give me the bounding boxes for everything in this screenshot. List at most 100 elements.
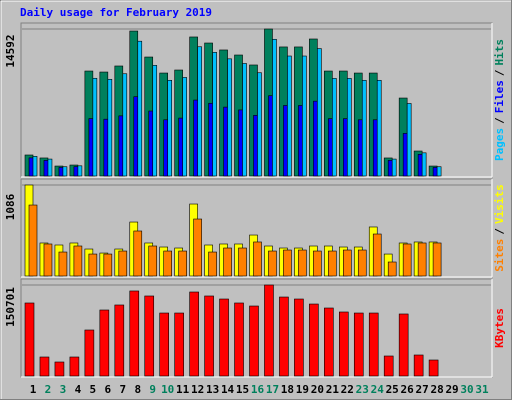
bar <box>193 218 202 277</box>
x-tick-label: 30 <box>460 383 473 396</box>
x-tick-label: 24 <box>371 383 385 396</box>
bar <box>114 304 125 377</box>
bar <box>283 249 292 277</box>
bar <box>368 312 379 377</box>
bar <box>223 247 232 277</box>
bar <box>227 58 232 177</box>
bar <box>413 354 424 377</box>
bar <box>328 250 337 277</box>
bar <box>99 309 110 377</box>
bar <box>92 77 98 177</box>
bar <box>402 243 412 277</box>
bar <box>69 356 80 377</box>
bar <box>417 242 427 277</box>
x-tick-label: 2 <box>45 383 52 396</box>
bar <box>357 249 367 277</box>
bar <box>287 55 292 177</box>
legend-entry: Hits <box>493 39 506 66</box>
x-tick-label: 16 <box>251 383 265 396</box>
bar <box>204 295 214 377</box>
bar <box>313 250 322 277</box>
bar <box>298 249 307 277</box>
x-tick-label: 31 <box>475 383 489 396</box>
bar <box>249 305 259 377</box>
bar <box>317 48 322 177</box>
x-tick-label: 3 <box>60 383 67 396</box>
x-tick-label: 28 <box>430 383 443 396</box>
bar <box>338 311 349 377</box>
legend: Sites / Visits <box>493 184 506 272</box>
x-tick-label: 5 <box>90 383 97 396</box>
bar <box>174 312 184 377</box>
bar <box>159 312 169 377</box>
bar <box>77 165 83 177</box>
legend-separator: / <box>493 69 506 76</box>
x-tick-label: 29 <box>445 383 458 396</box>
bar <box>148 245 158 277</box>
bar <box>353 312 364 377</box>
x-tick-label: 12 <box>191 383 204 396</box>
bar <box>234 302 244 377</box>
bar <box>178 250 187 277</box>
x-tick-label: 27 <box>416 383 429 396</box>
bar <box>387 261 397 277</box>
x-tick-label: 26 <box>401 383 415 396</box>
x-tick-label: 18 <box>281 383 294 396</box>
x-tick-label: 11 <box>176 383 190 396</box>
bar <box>73 245 83 277</box>
x-tick-label: 21 <box>326 383 340 396</box>
x-tick-label: 19 <box>296 383 309 396</box>
bar <box>163 250 172 277</box>
y-tick-label: 150701 <box>4 287 17 327</box>
bar <box>137 40 143 177</box>
x-tick-label: 13 <box>206 383 219 396</box>
legend-entry: Pages <box>493 128 506 161</box>
bar <box>309 303 319 377</box>
bar <box>133 230 143 277</box>
bar <box>39 356 50 377</box>
bar <box>58 251 68 277</box>
bar <box>238 247 247 277</box>
bar <box>219 298 229 377</box>
bar <box>62 166 68 177</box>
bar <box>54 361 65 377</box>
bar <box>272 38 277 177</box>
bar <box>189 291 199 377</box>
legend-entry: Sites <box>493 239 506 272</box>
bar <box>197 46 202 177</box>
bar <box>84 329 95 377</box>
legend-entry: Visits <box>493 184 506 224</box>
bar <box>342 249 352 277</box>
bar <box>103 253 113 277</box>
bar <box>361 79 367 177</box>
bar <box>28 204 38 277</box>
bar <box>302 55 307 177</box>
x-tick-label: 8 <box>134 383 141 396</box>
bar <box>212 51 217 177</box>
x-tick-label: 23 <box>356 383 369 396</box>
bar <box>242 63 247 177</box>
x-tick-label: 1 <box>30 383 37 396</box>
y-tick-label: 1086 <box>4 193 17 220</box>
legend: Pages / Files / Hits <box>493 39 506 161</box>
x-tick-label: 9 <box>149 383 156 396</box>
bar <box>144 295 155 377</box>
bar <box>398 313 409 377</box>
bar <box>43 243 53 277</box>
bar <box>129 290 140 377</box>
bar <box>264 284 274 377</box>
bar <box>294 298 304 377</box>
bar <box>391 158 397 177</box>
bar <box>107 78 113 177</box>
bar <box>421 152 427 177</box>
legend-separator: / <box>493 228 506 235</box>
y-tick-label: 14592 <box>4 34 17 67</box>
bar <box>118 250 128 277</box>
bar <box>32 156 38 177</box>
legend-entry: KBytes <box>493 308 506 348</box>
legend-separator: / <box>493 117 506 124</box>
x-tick-label: 17 <box>266 383 279 396</box>
bar <box>253 241 262 277</box>
bar <box>167 79 172 177</box>
